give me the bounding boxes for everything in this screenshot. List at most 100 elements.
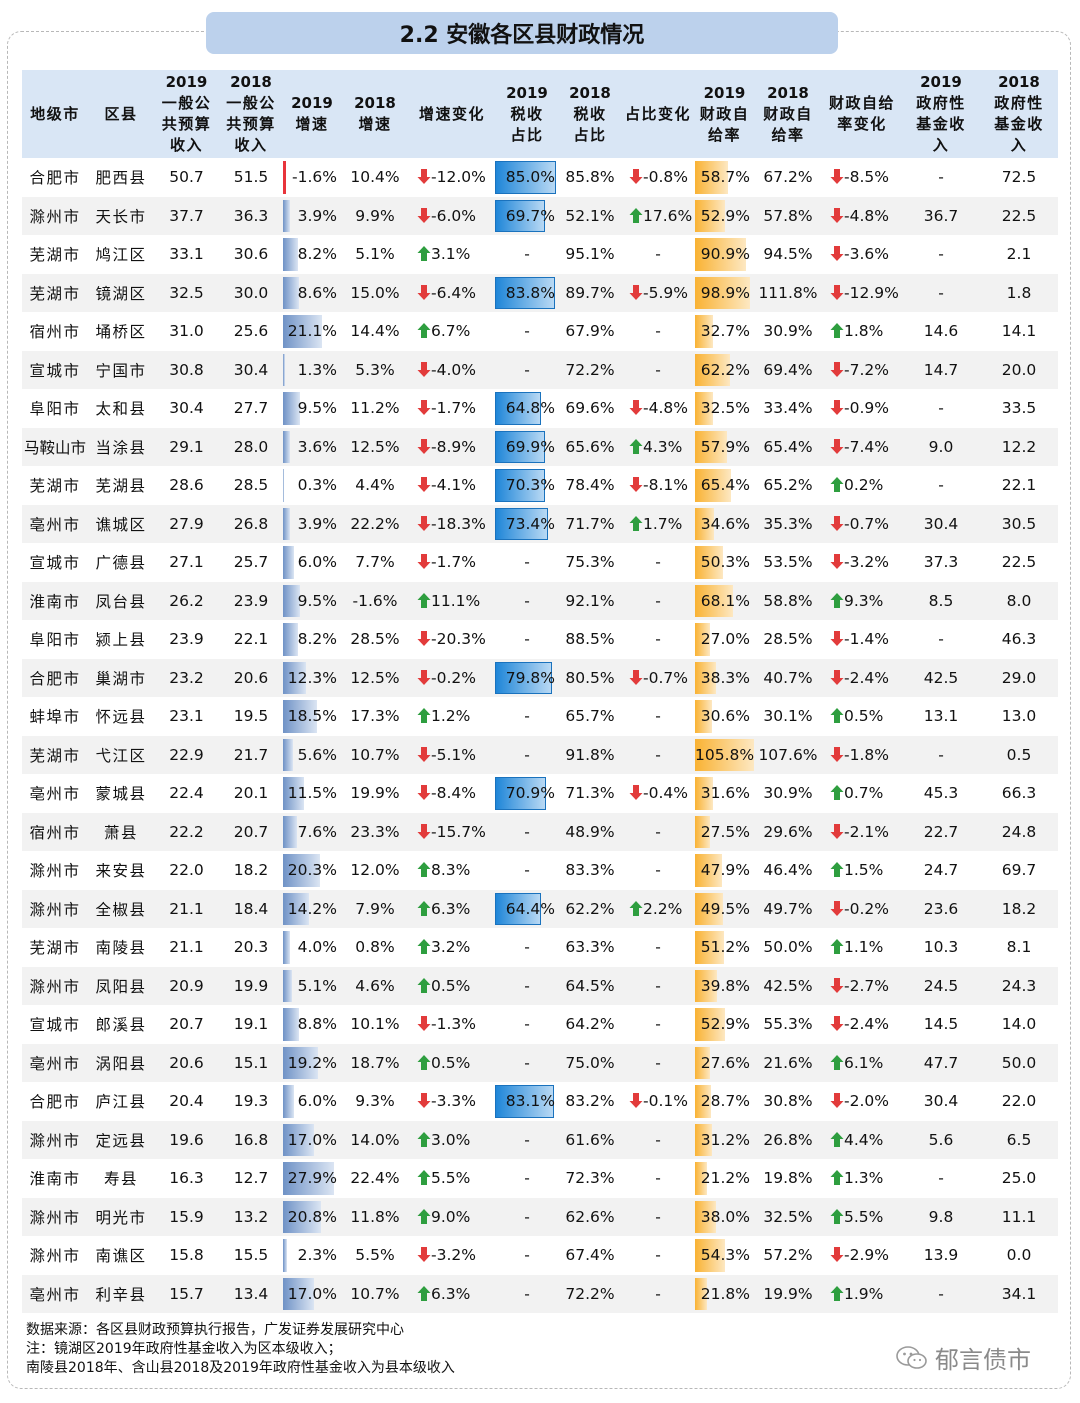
- cell-county: 天长市: [88, 196, 154, 235]
- cell-text: 弋江区: [95, 746, 147, 765]
- cell-fund2018: 69.7: [980, 851, 1058, 890]
- cell-city: 阜阳市: [22, 389, 88, 428]
- growth-bar: [283, 1162, 335, 1195]
- cell-rev2019: 21.1: [154, 928, 219, 967]
- arrow-down-icon: [417, 169, 431, 185]
- cell-self2018: 26.8%: [754, 1120, 822, 1159]
- cell-self2018: 55.3%: [754, 1005, 822, 1044]
- header-line: 率变化: [837, 115, 887, 133]
- cell-text: -1.6%: [352, 591, 398, 610]
- self-sufficiency-bar: [695, 777, 713, 810]
- cell-text: 6.3%: [431, 1284, 471, 1303]
- cell-g2018: 10.4%: [341, 158, 409, 197]
- cell-gchg: -5.1%: [409, 735, 495, 774]
- cell-self2019: 32.5%: [695, 389, 754, 428]
- cell-text: 69.9%: [505, 437, 555, 456]
- cell-tax2019: -: [495, 812, 559, 851]
- cell-text: -: [524, 1015, 530, 1034]
- cell-fund2018: 0.0: [980, 1236, 1058, 1275]
- header-line: 入: [1010, 136, 1028, 154]
- cell-taxchg: -: [621, 1197, 695, 1236]
- cell-text: 13.9: [923, 1246, 959, 1265]
- cell-text: 34.1: [1001, 1284, 1037, 1303]
- cell-self2019: 27.0%: [695, 620, 754, 659]
- cell-text: -2.1%: [844, 822, 889, 841]
- cell-tax2018: 65.6%: [559, 427, 621, 466]
- growth-bar: [283, 507, 291, 540]
- cell-text: 68.1%: [700, 591, 750, 610]
- self-sufficiency-bar: [695, 276, 751, 309]
- header-line: 2018: [354, 94, 396, 112]
- cell-self2018: 29.6%: [754, 812, 822, 851]
- cell-g2018: 12.5%: [341, 658, 409, 697]
- cell-fund2019: 14.7: [902, 350, 980, 389]
- cell-taxchg: -0.8%: [621, 158, 695, 197]
- cell-text: 32.5%: [763, 1207, 813, 1226]
- cell-text: 28.7%: [700, 1092, 750, 1111]
- header-line: 区县: [104, 104, 138, 123]
- cell-taxchg: -: [621, 1159, 695, 1198]
- cell-tax2019: 64.8%: [495, 389, 559, 428]
- cell-text: 64.5%: [565, 976, 615, 995]
- header-rev2018: 2018 一般公 共预算 收入: [219, 70, 283, 158]
- table-row: 亳州市 利辛县 15.7 13.4 17.0% 10.7% 6.3% - 72.2% - 21.8%…: [22, 1274, 1058, 1313]
- header-line: 2019: [920, 73, 962, 91]
- cell-text: 广德县: [95, 554, 147, 573]
- cell-text: 9.0%: [431, 1207, 471, 1226]
- arrow-up-icon: [830, 785, 844, 801]
- growth-bar: [283, 469, 284, 502]
- cell-text: 10.7%: [350, 1284, 400, 1303]
- cell-text: 3.9%: [297, 514, 337, 533]
- table-row: 滁州市 全椒县 21.1 18.4 14.2% 7.9% 6.3% 64.4% 62.2% 2.2…: [22, 889, 1058, 928]
- cell-county: 巢湖市: [88, 658, 154, 697]
- cell-fund2019: 24.7: [902, 851, 980, 890]
- cell-text: 20.8%: [287, 1207, 337, 1226]
- cell-g2019: 8.6%: [283, 273, 341, 312]
- cell-text: 20.1: [233, 784, 269, 803]
- cell-self2019: 21.2%: [695, 1159, 754, 1198]
- cell-taxchg: -4.8%: [621, 389, 695, 428]
- cell-self2018: 57.2%: [754, 1236, 822, 1275]
- cell-self2019: 62.2%: [695, 350, 754, 389]
- cell-g2018: 14.4%: [341, 312, 409, 351]
- cell-tax2019: 85.0%: [495, 158, 559, 197]
- arrow-up-icon: [417, 1131, 431, 1147]
- arrow-down-icon: [629, 400, 643, 416]
- table-row: 滁州市 来安县 22.0 18.2 20.3% 12.0% 8.3% - 83.3% - 47.9%…: [22, 851, 1058, 890]
- arrow-up-icon: [417, 939, 431, 955]
- cell-g2019: 6.0%: [283, 543, 341, 582]
- cell-taxchg: -0.1%: [621, 1082, 695, 1121]
- cell-text: 2.2%: [643, 899, 683, 918]
- header-line: 政府性: [916, 94, 966, 112]
- table-row: 滁州市 定远县 19.6 16.8 17.0% 14.0% 3.0% - 61.6% - 31.2%…: [22, 1120, 1058, 1159]
- cell-text: 30.6: [233, 245, 269, 264]
- cell-self2019: 30.6%: [695, 697, 754, 736]
- cell-text: 33.5: [1001, 399, 1037, 418]
- cell-self2018: 30.9%: [754, 312, 822, 351]
- cell-fund2019: 8.5: [902, 581, 980, 620]
- cell-text: 6.0%: [297, 1092, 337, 1111]
- cell-selfchg: -7.2%: [822, 350, 902, 389]
- cell-self2018: 28.5%: [754, 620, 822, 659]
- arrow-down-icon: [417, 631, 431, 647]
- cell-fund2018: 29.0: [980, 658, 1058, 697]
- table-row: 滁州市 明光市 15.9 13.2 20.8% 11.8% 9.0% - 62.6% - 38.0%…: [22, 1197, 1058, 1236]
- cell-text: 1.9%: [844, 1284, 884, 1303]
- cell-text: -: [524, 1053, 530, 1072]
- header-g2019: 2019 增速: [283, 70, 341, 158]
- cell-self2018: 58.8%: [754, 581, 822, 620]
- cell-county: 寿县: [88, 1159, 154, 1198]
- cell-taxchg: -: [621, 1005, 695, 1044]
- cell-selfchg: 5.5%: [822, 1197, 902, 1236]
- cell-text: 3.9%: [297, 206, 337, 225]
- cell-text: -: [938, 630, 944, 649]
- growth-bar: [283, 1123, 315, 1156]
- cell-rev2018: 19.5: [219, 697, 283, 736]
- cell-text: 合肥市: [29, 1093, 81, 1112]
- cell-taxchg: -: [621, 1043, 695, 1082]
- cell-g2018: -1.6%: [341, 581, 409, 620]
- cell-city: 芜湖市: [22, 735, 88, 774]
- self-sufficiency-bar: [695, 315, 714, 348]
- cell-g2018: 22.2%: [341, 504, 409, 543]
- cell-gchg: -8.9%: [409, 427, 495, 466]
